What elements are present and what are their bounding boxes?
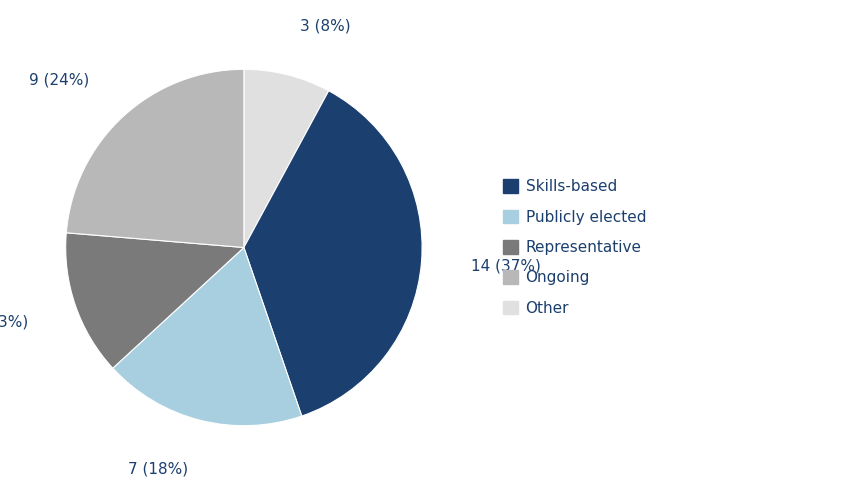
Wedge shape [66, 69, 244, 248]
Wedge shape [113, 248, 302, 426]
Text: 14 (37%): 14 (37%) [471, 259, 541, 274]
Text: 3 (8%): 3 (8%) [300, 19, 351, 34]
Text: 7 (18%): 7 (18%) [128, 461, 188, 476]
Text: 5 (13%): 5 (13%) [0, 314, 28, 329]
Wedge shape [66, 233, 244, 368]
Text: 9 (24%): 9 (24%) [29, 72, 89, 87]
Wedge shape [244, 69, 329, 248]
Legend: Skills-based, Publicly elected, Representative, Ongoing, Other: Skills-based, Publicly elected, Represen… [496, 173, 652, 322]
Wedge shape [244, 91, 422, 416]
